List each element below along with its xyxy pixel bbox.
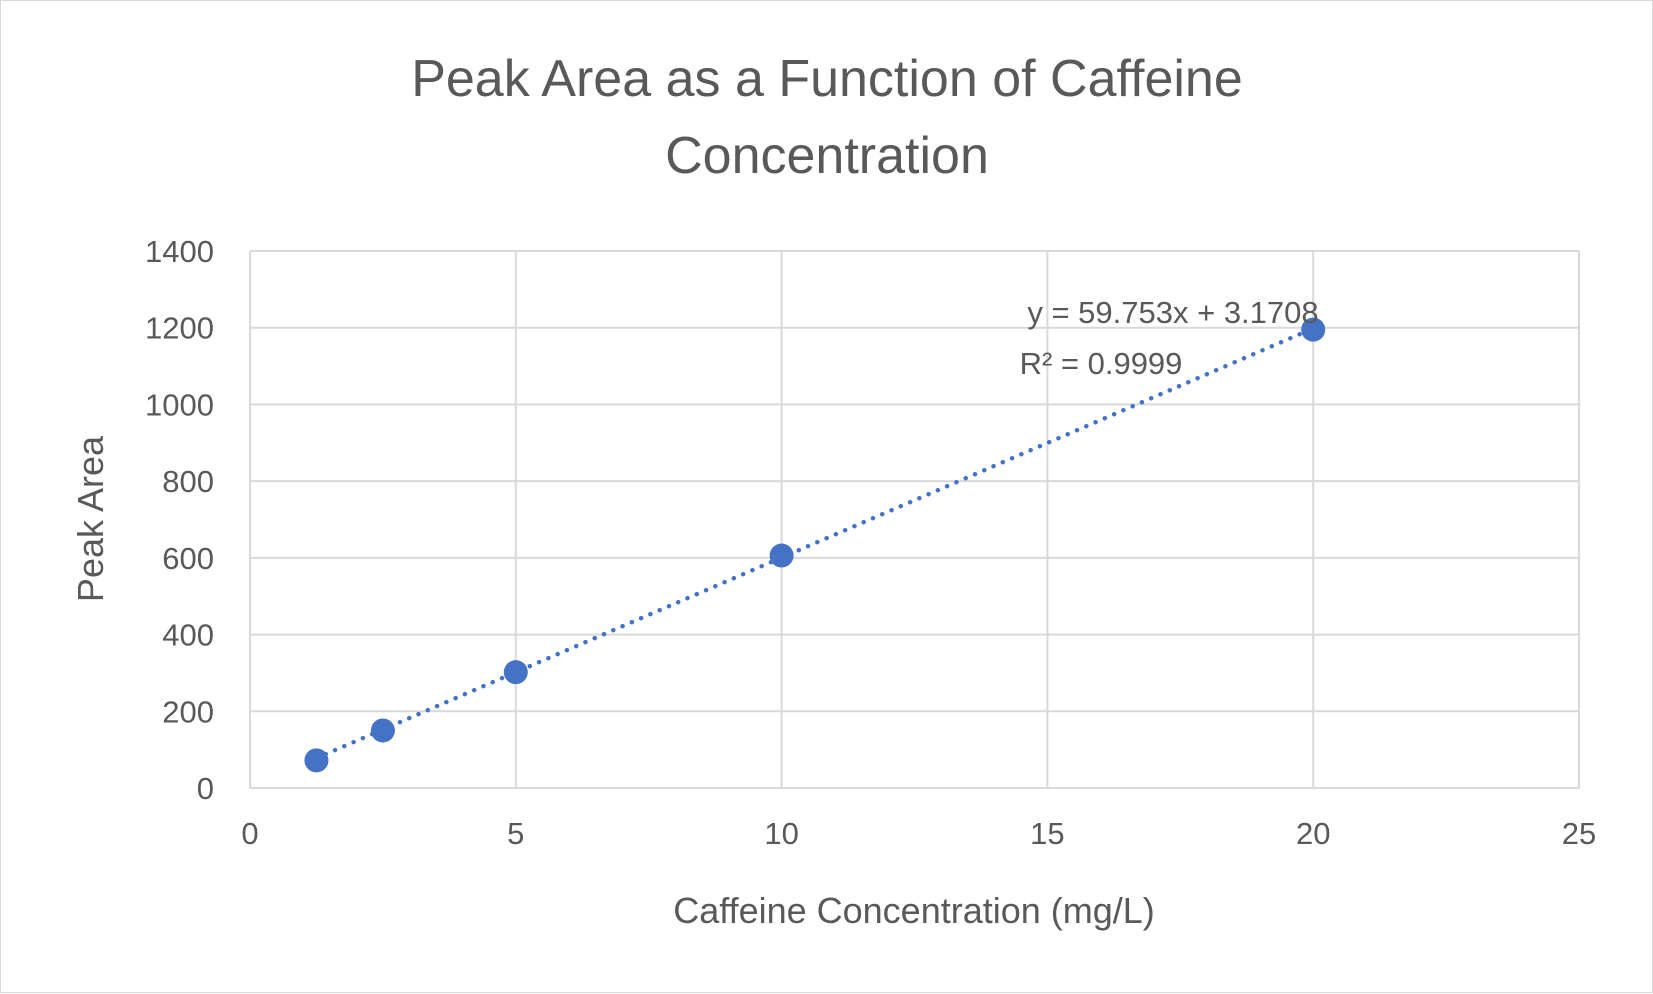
gridlines: [249, 250, 1580, 789]
trendline-path: [314, 326, 1316, 761]
y-axis-tick-labels: 0 200 400 600 800 1000 1200 1400: [145, 234, 214, 806]
chart-title-line-1: Peak Area as a Function of Caffeine: [411, 50, 1243, 108]
x-tick-label-20: 20: [1296, 816, 1330, 851]
y-tick-label-400: 400: [162, 618, 214, 653]
y-tick-label-600: 600: [162, 541, 214, 576]
x-tick-label-0: 0: [241, 816, 258, 851]
y-axis-title: Peak Area: [70, 435, 111, 602]
x-tick-label-5: 5: [507, 816, 524, 851]
y-tick-label-1200: 1200: [145, 311, 214, 346]
x-tick-label-25: 25: [1562, 816, 1596, 851]
y-tick-label-0: 0: [197, 771, 214, 806]
y-tick-label-1000: 1000: [145, 387, 214, 422]
trendline-equation: y = 59.753x + 3.1708: [1027, 295, 1318, 330]
data-point-3: [503, 660, 528, 685]
data-point-1: [304, 748, 329, 773]
data-point-5: [1301, 317, 1326, 342]
data-point-4: [769, 543, 794, 568]
trendline: [314, 326, 1316, 761]
x-axis-title: Caffeine Concentration (mg/L): [673, 890, 1155, 931]
trendline-r-squared: R² = 0.9999: [1020, 346, 1183, 381]
x-axis-tick-labels: 0 5 10 15 20 25: [241, 816, 1596, 851]
x-tick-label-15: 15: [1030, 816, 1064, 851]
y-tick-label-800: 800: [162, 464, 214, 499]
y-tick-label-1400: 1400: [145, 234, 214, 269]
chart-title-line-2: Concentration: [665, 127, 989, 185]
data-points: [304, 317, 1326, 773]
y-tick-label-200: 200: [162, 694, 214, 729]
data-point-2: [370, 718, 395, 743]
x-tick-label-10: 10: [764, 816, 798, 851]
